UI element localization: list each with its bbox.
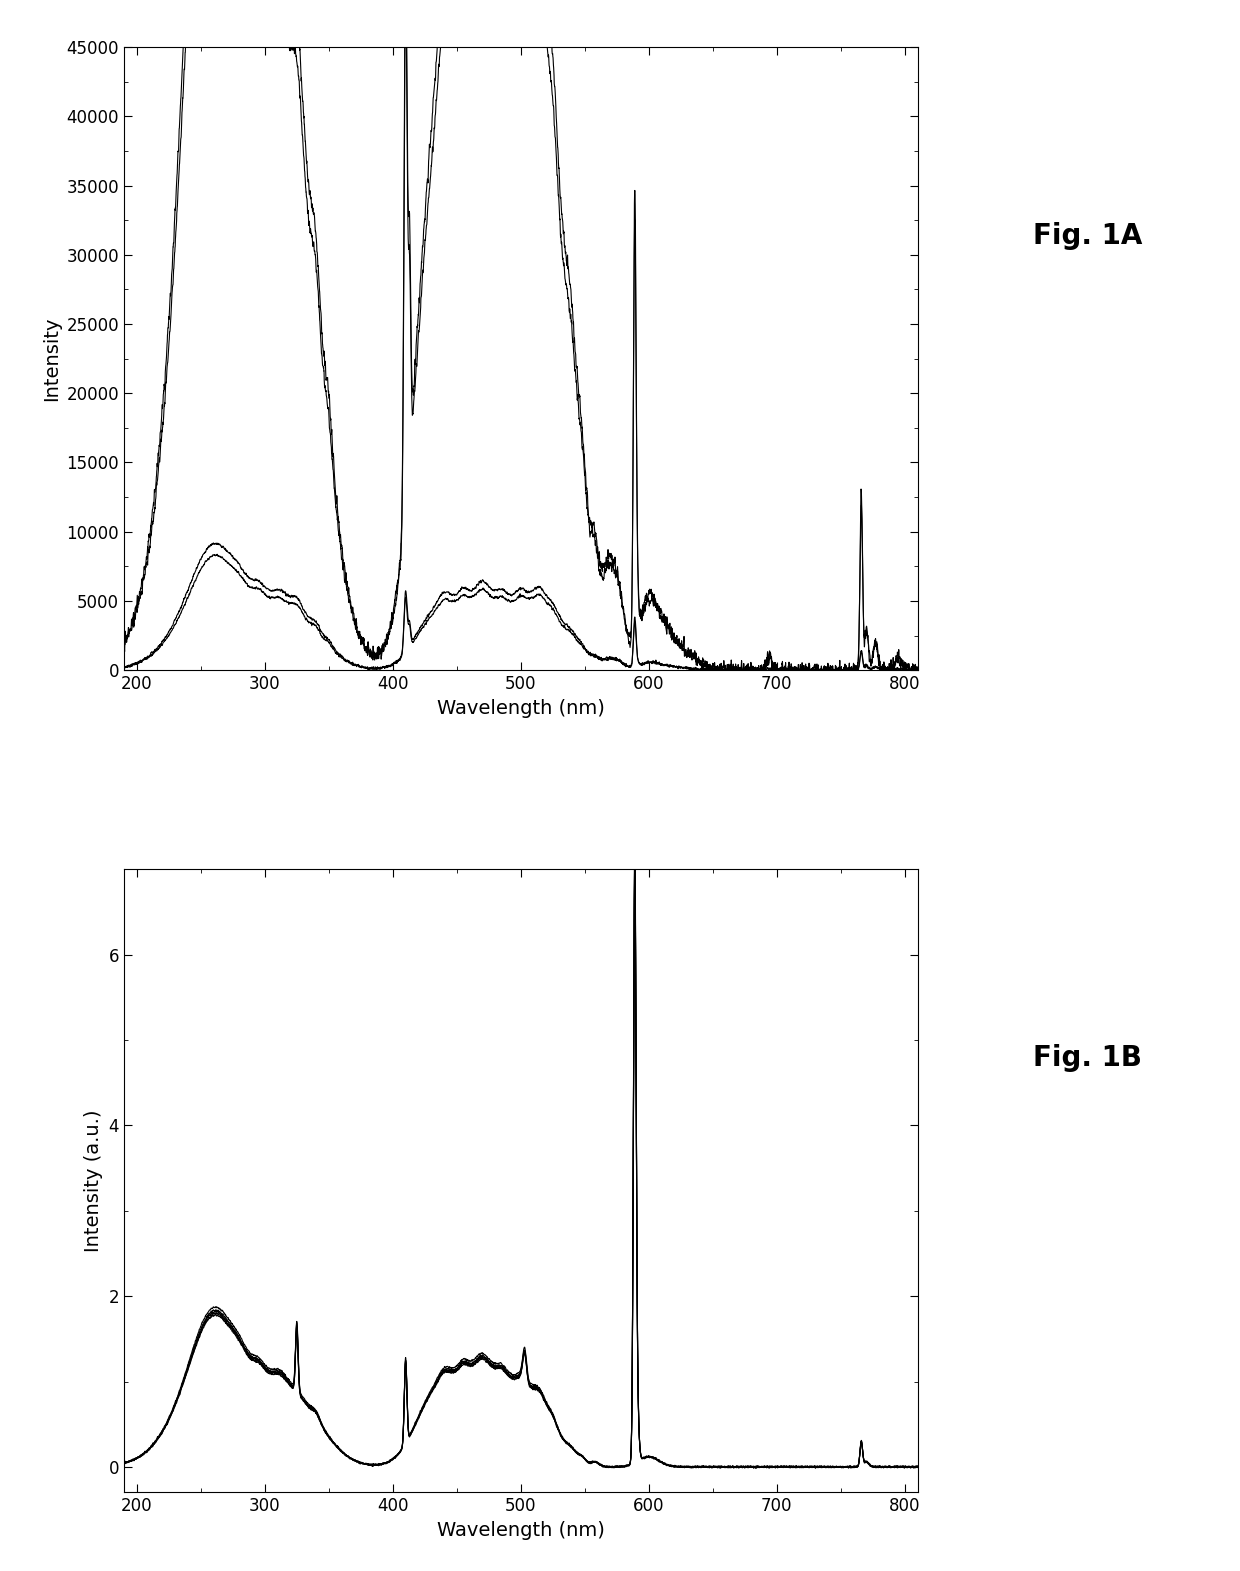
- X-axis label: Wavelength (nm): Wavelength (nm): [436, 699, 605, 718]
- Y-axis label: Intensity: Intensity: [42, 316, 61, 401]
- Text: Fig. 1B: Fig. 1B: [1033, 1043, 1142, 1071]
- Y-axis label: Intensity (a.u.): Intensity (a.u.): [84, 1109, 103, 1252]
- X-axis label: Wavelength (nm): Wavelength (nm): [436, 1521, 605, 1540]
- Text: Fig. 1A: Fig. 1A: [1033, 222, 1142, 250]
